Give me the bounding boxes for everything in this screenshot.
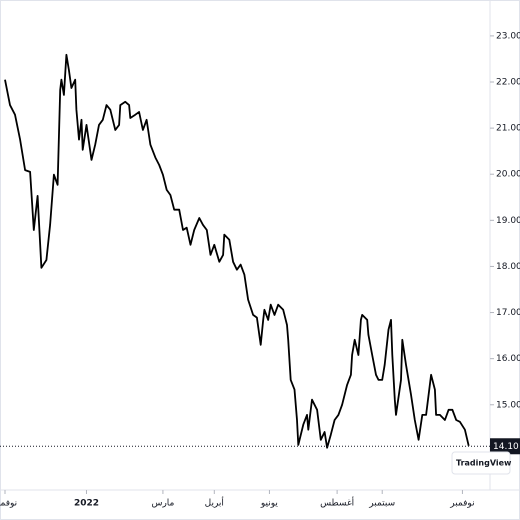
- price-line: [4, 53, 470, 449]
- x-tick-label: 2022: [74, 499, 99, 509]
- y-tick-label: 18.00: [496, 262, 520, 272]
- x-tick-label: سبتمبر: [368, 499, 395, 509]
- x-tick-label: أغسطس: [320, 497, 354, 509]
- y-tick-label: 19.00: [496, 216, 520, 226]
- y-tick-label: 23.00: [496, 31, 520, 41]
- watermark-badge: [451, 451, 511, 475]
- watermark: TradingView: [456, 459, 512, 468]
- x-tick-label: نوفمبر: [449, 499, 474, 509]
- y-tick-label: 16.00: [496, 354, 520, 364]
- x-tick-label: نوفمبر: [0, 499, 17, 509]
- x-tick-label: أبريل: [205, 497, 224, 509]
- x-tick-label: يونيو: [260, 499, 279, 509]
- y-tick-label: 22.00: [496, 78, 520, 88]
- x-tick-label: مارس: [151, 499, 174, 509]
- y-tick-label: 21.00: [496, 124, 520, 134]
- y-tick-label: 15.00: [496, 400, 520, 410]
- last-price-box: [490, 438, 520, 455]
- last-price-label: 14.10: [493, 442, 519, 452]
- y-tick-label: 17.00: [496, 308, 520, 318]
- y-tick-label: 20.00: [496, 170, 520, 180]
